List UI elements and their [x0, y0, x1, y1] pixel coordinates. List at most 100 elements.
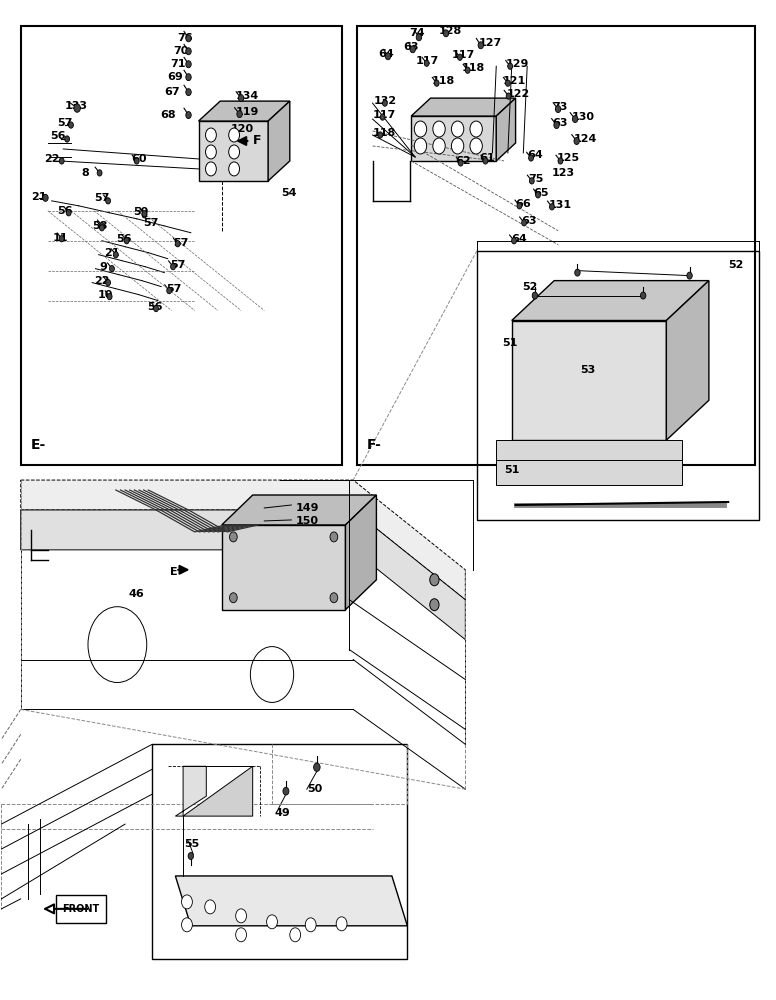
Circle shape	[330, 532, 338, 542]
Bar	[21, 26, 341, 465]
Circle shape	[185, 89, 191, 96]
Circle shape	[171, 264, 175, 270]
Text: 59: 59	[133, 207, 149, 217]
Text: 57: 57	[170, 260, 185, 270]
Circle shape	[59, 158, 64, 164]
Circle shape	[511, 238, 517, 244]
Text: 63: 63	[521, 216, 536, 226]
Text: 64: 64	[378, 49, 393, 59]
Circle shape	[97, 170, 102, 176]
Text: 150: 150	[295, 516, 318, 526]
Circle shape	[229, 128, 240, 142]
Text: 57: 57	[173, 238, 189, 248]
Text: 55: 55	[185, 839, 200, 849]
Text: 56: 56	[116, 234, 131, 244]
Text: F: F	[253, 134, 262, 147]
Text: 117: 117	[372, 110, 396, 120]
Text: 57: 57	[143, 218, 158, 228]
Polygon shape	[511, 320, 667, 440]
Text: 64: 64	[527, 150, 543, 160]
Circle shape	[236, 909, 247, 923]
Circle shape	[532, 292, 538, 299]
Circle shape	[59, 236, 64, 242]
Circle shape	[554, 122, 559, 129]
Circle shape	[206, 162, 217, 176]
Text: 117: 117	[452, 50, 476, 60]
Circle shape	[305, 918, 316, 932]
Bar	[152, 744, 407, 959]
Circle shape	[134, 158, 139, 164]
Circle shape	[443, 30, 449, 37]
Circle shape	[535, 192, 540, 198]
Text: F-: F-	[366, 438, 381, 452]
Circle shape	[182, 918, 192, 932]
Text: 56: 56	[57, 206, 73, 216]
Circle shape	[558, 158, 563, 164]
Circle shape	[237, 111, 242, 118]
Text: 56: 56	[147, 302, 162, 312]
Circle shape	[378, 132, 383, 138]
Circle shape	[508, 63, 513, 69]
Text: 73: 73	[552, 102, 567, 112]
Text: 70: 70	[173, 46, 189, 56]
Circle shape	[99, 223, 104, 229]
Circle shape	[424, 60, 429, 66]
Text: 9: 9	[99, 262, 107, 272]
Text: 134: 134	[236, 91, 259, 101]
Circle shape	[470, 121, 483, 137]
Polygon shape	[222, 525, 345, 610]
Circle shape	[64, 136, 70, 142]
Circle shape	[188, 853, 193, 859]
Circle shape	[478, 42, 483, 49]
Circle shape	[68, 122, 74, 128]
Circle shape	[452, 138, 464, 154]
Circle shape	[267, 915, 278, 929]
Text: 57: 57	[166, 284, 182, 294]
Text: 51: 51	[504, 465, 519, 475]
Text: 11: 11	[53, 233, 68, 243]
Text: 118: 118	[432, 76, 456, 86]
Text: 68: 68	[160, 110, 175, 120]
Text: 149: 149	[295, 503, 319, 513]
Text: 60: 60	[131, 154, 147, 164]
Circle shape	[575, 269, 580, 276]
Circle shape	[414, 121, 427, 137]
Circle shape	[206, 145, 217, 159]
Circle shape	[459, 160, 463, 166]
Text: 69: 69	[167, 72, 182, 82]
Circle shape	[283, 787, 289, 795]
Circle shape	[205, 900, 216, 914]
Text: 58: 58	[92, 221, 107, 231]
Circle shape	[107, 293, 112, 300]
Circle shape	[517, 203, 522, 209]
Circle shape	[414, 138, 427, 154]
Circle shape	[142, 212, 147, 218]
Circle shape	[142, 211, 147, 217]
Circle shape	[573, 116, 578, 123]
Circle shape	[435, 80, 439, 86]
Circle shape	[314, 763, 320, 771]
Circle shape	[549, 204, 554, 210]
Circle shape	[380, 114, 385, 120]
Text: 62: 62	[456, 156, 471, 166]
Polygon shape	[268, 101, 289, 181]
Circle shape	[167, 287, 171, 294]
Text: 61: 61	[480, 153, 495, 163]
Text: E-: E-	[31, 438, 46, 452]
Polygon shape	[496, 440, 682, 485]
Polygon shape	[183, 766, 253, 816]
Circle shape	[528, 155, 533, 161]
Text: 63: 63	[404, 42, 419, 52]
Polygon shape	[21, 510, 466, 640]
Circle shape	[185, 35, 191, 42]
Circle shape	[289, 928, 300, 942]
Text: 52: 52	[728, 260, 743, 270]
Circle shape	[229, 145, 240, 159]
Text: 127: 127	[479, 38, 502, 48]
Polygon shape	[411, 98, 515, 116]
Text: 52: 52	[522, 282, 538, 292]
Text: 118: 118	[462, 63, 485, 73]
Text: 22: 22	[94, 276, 109, 286]
Circle shape	[230, 593, 237, 603]
Circle shape	[206, 128, 217, 142]
